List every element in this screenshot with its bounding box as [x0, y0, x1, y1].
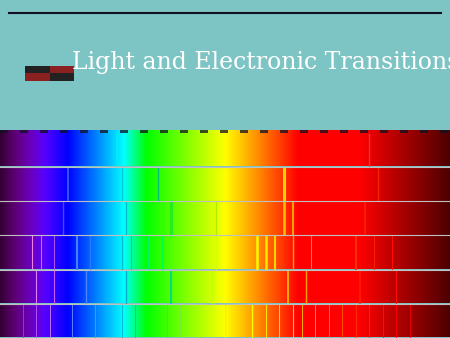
- Bar: [320, 130, 328, 133]
- Bar: [240, 130, 248, 133]
- Bar: [380, 130, 388, 133]
- Bar: [200, 130, 208, 133]
- Bar: [0, 130, 8, 133]
- Bar: [420, 130, 428, 133]
- Bar: [25, 66, 50, 73]
- Bar: [25, 73, 50, 80]
- Bar: [50, 66, 74, 73]
- Bar: [80, 130, 88, 133]
- Bar: [160, 130, 168, 133]
- Bar: [220, 130, 228, 133]
- Bar: [140, 130, 148, 133]
- Bar: [260, 130, 268, 133]
- Bar: [440, 130, 448, 133]
- Bar: [50, 73, 74, 80]
- Bar: [40, 130, 48, 133]
- Bar: [340, 130, 348, 133]
- Bar: [400, 130, 408, 133]
- Bar: [120, 130, 128, 133]
- Bar: [280, 130, 288, 133]
- Bar: [360, 130, 368, 133]
- Text: Light and Electronic Transitions: Light and Electronic Transitions: [72, 51, 450, 74]
- Bar: [20, 130, 28, 133]
- Bar: [100, 130, 108, 133]
- Bar: [60, 130, 68, 133]
- Bar: [180, 130, 188, 133]
- Bar: [300, 130, 308, 133]
